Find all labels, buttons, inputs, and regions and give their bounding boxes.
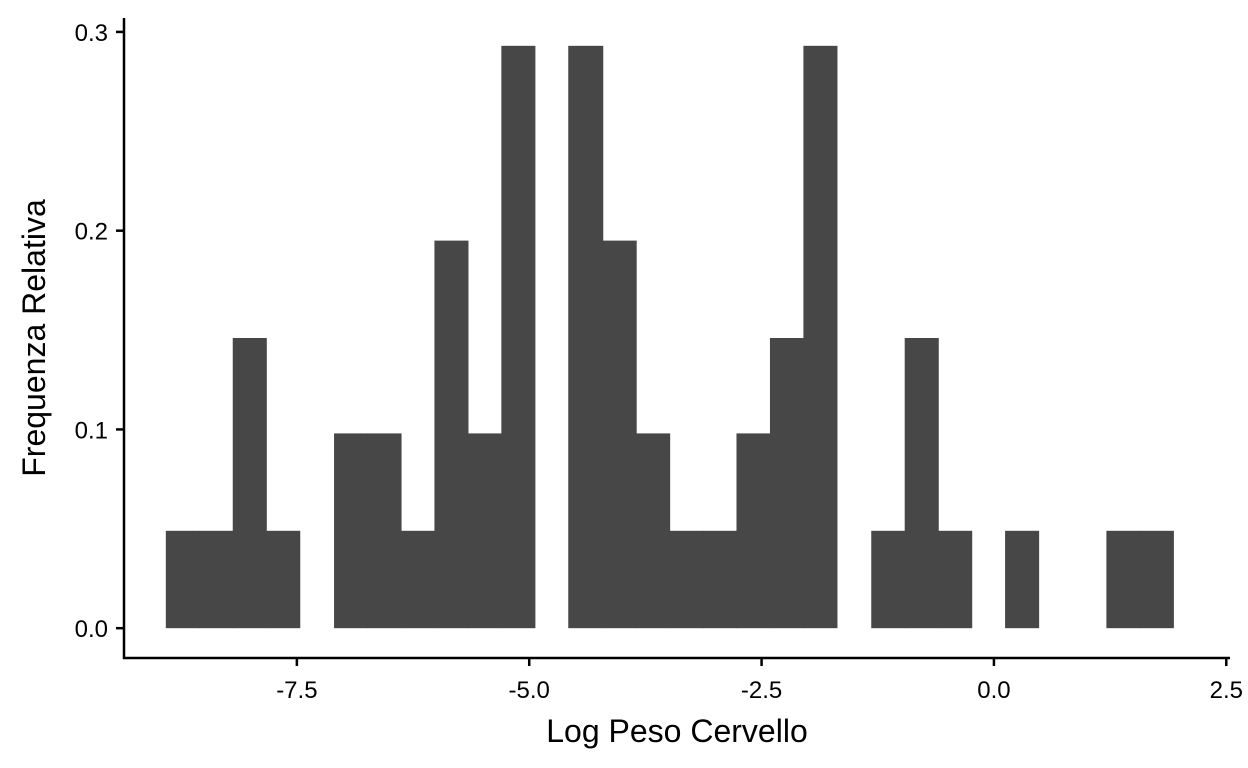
histogram-bar [904,338,939,629]
histogram-bar [736,433,771,629]
histogram-bar [871,530,906,629]
histogram-bar [1005,530,1040,629]
y-tick-label: 0.3 [75,20,108,47]
y-tick-label: 0.1 [75,417,108,444]
histogram-bar [803,45,838,629]
histogram-bar [334,433,369,629]
histogram-bar [636,433,671,629]
x-tick-label: -5.0 [509,677,550,704]
histogram-bar [266,530,301,629]
histogram-bar [1139,530,1174,629]
histogram-bar [1106,530,1141,629]
y-tick-label: 0.0 [75,616,108,643]
x-axis-ticks: -7.5 -5.0 -2.5 0.0 2.5 [276,658,1243,704]
x-tick-label: -7.5 [276,677,317,704]
histogram-bar [434,240,469,629]
histogram-bar [669,530,704,629]
histogram-bar [703,530,738,629]
histogram-bar [568,45,604,629]
bars-group [165,45,1174,629]
histogram-bar [199,530,234,629]
histogram-bar [501,45,536,629]
y-axis-ticks: 0.0 0.1 0.2 0.3 [75,20,124,643]
histogram-bar [769,338,804,629]
x-tick-label: 0.0 [977,677,1010,704]
histogram-bar [232,338,267,629]
histogram-bar [367,433,402,629]
x-axis-title: Log Peso Cervello [546,713,807,749]
x-tick-label: -2.5 [741,677,782,704]
y-axis-title: Frequenza Relativa [16,199,52,477]
histogram-bar [602,240,637,629]
histogram-bar [165,530,200,629]
histogram-bar [400,530,436,629]
y-tick-label: 0.2 [75,219,108,246]
x-tick-label: 2.5 [1210,677,1243,704]
histogram-bar [467,433,502,629]
histogram-bar [938,530,973,629]
